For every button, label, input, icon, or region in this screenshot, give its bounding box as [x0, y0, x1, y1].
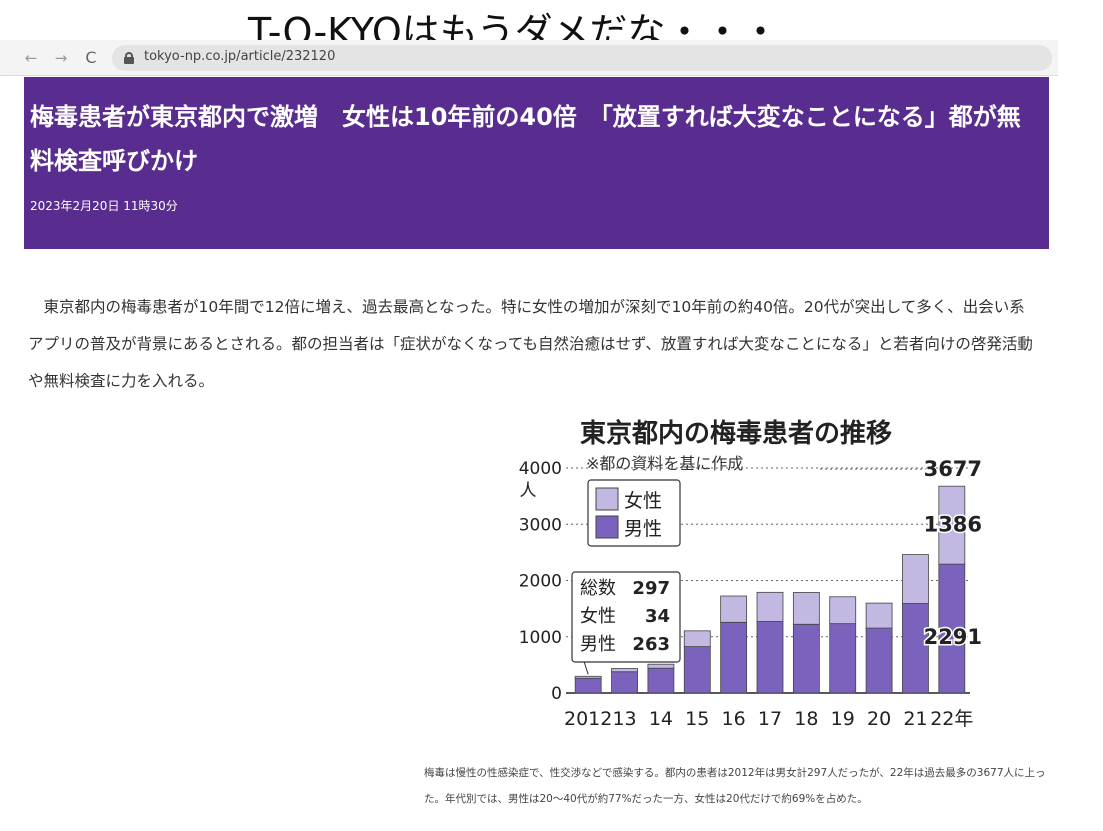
- annotation-2022-total: 3677: [924, 457, 982, 481]
- article-body: 東京都内の梅毒患者が10年間で12倍に増え、過去最高となった。特に女性の増加が深…: [28, 298, 1033, 390]
- x-tick-label: 22年: [930, 708, 973, 730]
- browser-address-bar: ← → C tokyo-np.co.jp/article/232120: [0, 40, 1058, 76]
- bar-female: [938, 485, 966, 565]
- legend-label-female: 女性: [624, 490, 662, 512]
- bar-female: [574, 675, 602, 679]
- x-tick-label: 17: [758, 708, 782, 730]
- legend-label-male: 男性: [624, 518, 662, 540]
- chart-caption: 梅毒は慢性の性感染症で、性交渉などで感染する。都内の患者は2012年は男女計29…: [424, 767, 1046, 805]
- bar-male: [792, 623, 820, 694]
- annotation-2012-label: 男性: [580, 634, 616, 655]
- bar-female: [902, 554, 929, 604]
- x-tick-label: 14: [649, 708, 673, 730]
- annotation-2012-value: 263: [632, 634, 670, 655]
- legend-swatch-male: [595, 515, 619, 539]
- x-tick-label: 2012: [564, 708, 612, 730]
- annotation-2022-female: 1386: [924, 512, 982, 536]
- x-tick-label: 20: [867, 708, 891, 730]
- bar-female: [683, 630, 711, 647]
- article-date: 2023年2月20日 11時30分: [30, 199, 178, 213]
- bar-male: [865, 627, 893, 694]
- annotation-2012-label: 女性: [580, 606, 616, 627]
- url-field[interactable]: tokyo-np.co.jp/article/232120: [112, 45, 1052, 71]
- x-tick-label: 18: [794, 708, 818, 730]
- annotation-2012-value: 34: [645, 606, 670, 627]
- bar-male: [902, 603, 929, 694]
- x-tick-label: 13: [612, 708, 636, 730]
- bar-male: [938, 563, 966, 694]
- annotation-2012-value: 297: [632, 578, 670, 599]
- y-tick-label: 3000: [519, 515, 562, 535]
- reload-icon[interactable]: C: [85, 48, 97, 67]
- y-tick-label: 0: [551, 684, 562, 704]
- y-tick-label: 1000: [519, 628, 562, 648]
- annotation-2022-male: 2291: [924, 625, 982, 649]
- bar-female: [756, 591, 784, 622]
- x-tick-label: 21: [903, 708, 927, 730]
- article-header: 梅毒患者が東京都内で激増 女性は10年前の40倍 「放置すれば大変なことになる」…: [24, 77, 1049, 249]
- bar-female: [865, 602, 893, 629]
- bar-female: [720, 595, 748, 623]
- x-tick-label: 16: [722, 708, 746, 730]
- legend-swatch-female: [595, 487, 619, 511]
- bar-male: [756, 621, 784, 694]
- bar-male: [611, 671, 638, 694]
- lock-icon: [124, 52, 134, 64]
- bar-male: [647, 667, 675, 694]
- x-tick-label: 15: [685, 708, 709, 730]
- chart-subtitle: ※都の資料を基に作成: [586, 454, 743, 473]
- forward-arrow-icon[interactable]: →: [54, 49, 68, 67]
- y-tick-label: 4000: [519, 459, 562, 479]
- bar-male: [720, 621, 748, 694]
- chart-title: 東京都内の梅毒患者の推移: [580, 418, 892, 449]
- bar-female: [829, 596, 857, 625]
- annotation-2012-label: 総数: [580, 578, 616, 599]
- bar-female: [792, 592, 820, 625]
- bar-male: [574, 677, 602, 694]
- article-headline: 梅毒患者が東京都内で激増 女性は10年前の40倍 「放置すれば大変なことになる」…: [30, 103, 1021, 175]
- y-axis-label: 人: [520, 481, 537, 501]
- y-tick-label: 2000: [519, 572, 562, 592]
- bar-male: [683, 646, 711, 694]
- x-tick-label: 19: [831, 708, 855, 730]
- back-arrow-icon[interactable]: ←: [24, 49, 38, 67]
- chart-svg: 東京都内の梅毒患者の推移 ※都の資料を基に作成 0 1000 2000 3000 4000人…: [519, 418, 984, 730]
- annotation-box-2012: [571, 571, 681, 663]
- url-text[interactable]: tokyo-np.co.jp/article/232120: [144, 49, 336, 64]
- bar-female: [647, 663, 675, 669]
- bar-male: [829, 623, 857, 694]
- annotation-pointer: [583, 661, 589, 675]
- syphilis-chart: 東京都内の梅毒患者の推移 ※都の資料を基に作成 0 1000 2000 3000 4000 人…: [500, 412, 1000, 742]
- bar-female: [611, 668, 638, 673]
